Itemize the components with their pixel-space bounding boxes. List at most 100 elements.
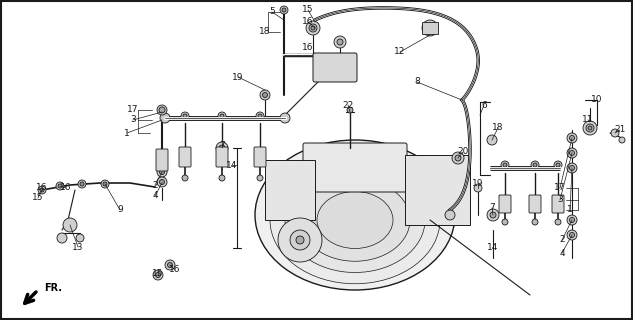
Text: 4: 4 xyxy=(559,249,565,258)
Circle shape xyxy=(157,177,167,187)
Circle shape xyxy=(101,180,109,188)
Circle shape xyxy=(567,133,577,143)
Circle shape xyxy=(76,234,84,242)
Text: 7: 7 xyxy=(219,140,225,149)
Text: 15: 15 xyxy=(153,268,164,277)
Circle shape xyxy=(567,148,577,158)
Circle shape xyxy=(309,24,317,32)
Circle shape xyxy=(531,161,539,169)
Text: 10: 10 xyxy=(591,95,603,105)
Circle shape xyxy=(160,113,170,123)
Circle shape xyxy=(80,182,84,186)
Circle shape xyxy=(282,8,286,12)
Circle shape xyxy=(445,210,455,220)
Circle shape xyxy=(570,218,575,222)
FancyBboxPatch shape xyxy=(499,195,511,213)
Text: 17: 17 xyxy=(127,106,139,115)
Text: 9: 9 xyxy=(117,205,123,214)
Text: 15: 15 xyxy=(302,5,314,14)
Text: 1: 1 xyxy=(567,205,573,214)
Circle shape xyxy=(570,165,575,171)
Text: 14: 14 xyxy=(227,161,237,170)
FancyBboxPatch shape xyxy=(529,195,541,213)
Ellipse shape xyxy=(270,156,440,284)
Circle shape xyxy=(555,219,561,225)
Circle shape xyxy=(570,150,575,156)
Circle shape xyxy=(160,170,165,174)
Text: 18: 18 xyxy=(260,28,271,36)
Text: 22: 22 xyxy=(342,100,354,109)
Text: 16: 16 xyxy=(302,18,314,27)
Circle shape xyxy=(501,161,509,169)
Ellipse shape xyxy=(317,191,393,249)
Text: 19: 19 xyxy=(472,179,484,188)
Circle shape xyxy=(567,230,577,240)
FancyBboxPatch shape xyxy=(265,160,315,220)
Circle shape xyxy=(588,126,592,130)
Circle shape xyxy=(611,129,619,137)
Circle shape xyxy=(532,219,538,225)
Circle shape xyxy=(256,112,264,120)
Circle shape xyxy=(290,230,310,250)
Circle shape xyxy=(347,107,353,113)
Circle shape xyxy=(280,6,288,14)
Circle shape xyxy=(280,113,290,123)
Circle shape xyxy=(567,215,577,225)
Circle shape xyxy=(260,90,270,100)
Circle shape xyxy=(182,175,188,181)
Circle shape xyxy=(490,212,496,218)
Text: 6: 6 xyxy=(481,100,487,109)
Circle shape xyxy=(487,135,497,145)
Circle shape xyxy=(57,233,67,243)
Circle shape xyxy=(58,184,62,188)
FancyBboxPatch shape xyxy=(405,155,470,225)
Circle shape xyxy=(503,163,507,167)
Text: 12: 12 xyxy=(394,47,406,57)
Text: 11: 11 xyxy=(582,116,594,124)
Circle shape xyxy=(258,114,262,118)
Circle shape xyxy=(219,175,225,181)
Text: 16: 16 xyxy=(60,183,72,193)
Circle shape xyxy=(181,112,189,120)
FancyBboxPatch shape xyxy=(313,53,357,82)
Ellipse shape xyxy=(255,140,455,290)
FancyBboxPatch shape xyxy=(422,22,438,34)
Circle shape xyxy=(554,161,562,169)
FancyBboxPatch shape xyxy=(303,143,407,192)
Circle shape xyxy=(296,236,304,244)
Circle shape xyxy=(156,273,161,277)
Circle shape xyxy=(567,163,577,173)
Circle shape xyxy=(455,155,461,161)
Text: 3: 3 xyxy=(130,116,136,124)
Circle shape xyxy=(63,218,77,232)
Circle shape xyxy=(165,260,175,270)
FancyBboxPatch shape xyxy=(156,149,168,171)
Circle shape xyxy=(216,142,228,154)
Text: 2: 2 xyxy=(559,236,565,244)
Text: 17: 17 xyxy=(555,183,566,193)
Text: 21: 21 xyxy=(614,125,625,134)
Text: FR.: FR. xyxy=(44,283,62,293)
Text: 4: 4 xyxy=(152,191,158,201)
FancyBboxPatch shape xyxy=(254,147,266,167)
Circle shape xyxy=(78,180,86,188)
Circle shape xyxy=(583,121,597,135)
Circle shape xyxy=(168,262,173,268)
Circle shape xyxy=(38,186,46,194)
Text: 14: 14 xyxy=(487,244,499,252)
FancyBboxPatch shape xyxy=(179,147,191,167)
Text: 8: 8 xyxy=(414,77,420,86)
Circle shape xyxy=(257,175,263,181)
Text: 18: 18 xyxy=(492,124,504,132)
Text: 7: 7 xyxy=(489,204,495,212)
Circle shape xyxy=(586,124,594,132)
Circle shape xyxy=(334,36,346,48)
Circle shape xyxy=(183,114,187,118)
Text: 2: 2 xyxy=(152,180,158,189)
Circle shape xyxy=(278,218,322,262)
Circle shape xyxy=(619,137,625,143)
Circle shape xyxy=(220,114,224,118)
Circle shape xyxy=(487,209,499,221)
Circle shape xyxy=(219,145,225,151)
Circle shape xyxy=(56,182,64,190)
